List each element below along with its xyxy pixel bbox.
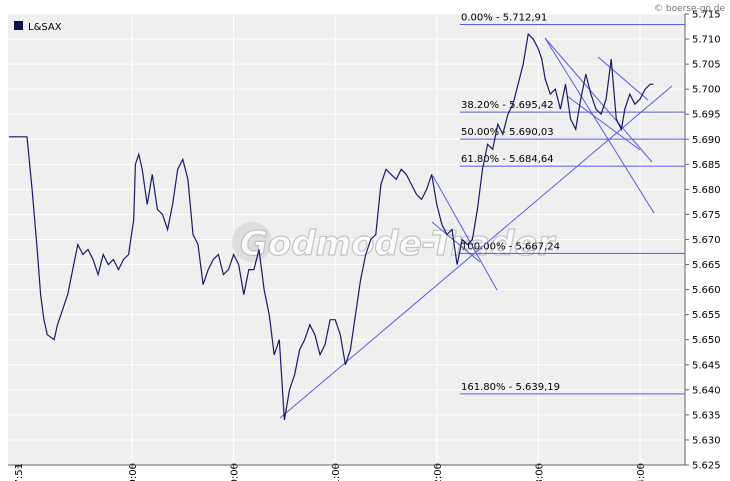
y-tick-label: 5.645	[692, 360, 721, 371]
y-tick-label: 5.660	[692, 285, 721, 296]
fibonacci-levels: 0.00% - 5.712,91 38.20% - 5.695,42 50.00% …	[460, 12, 685, 395]
x-tick-label: 09:00	[128, 463, 139, 481]
y-tick-label: 5.710	[692, 35, 721, 46]
x-tick-label: 12:00	[433, 463, 444, 481]
trend-line	[544, 37, 653, 163]
trend-line	[597, 56, 649, 101]
y-tick-label: 5.655	[692, 310, 721, 321]
trend-line	[432, 175, 498, 291]
fib-level-label: 38.20% - 5.695,42	[461, 100, 554, 111]
y-tick-label: 5.625	[692, 461, 721, 472]
x-tick-label: 11:00	[331, 463, 342, 481]
y-tick-label: 5.675	[692, 210, 721, 221]
watermark-logo-icon	[232, 222, 272, 262]
x-axis: 07:51 09:00 10:00 11:00 12:00 13:00 14:00	[8, 463, 685, 481]
y-tick-label: 5.635	[692, 410, 721, 421]
y-tick-label: 5.680	[692, 185, 721, 196]
source-label: © boerse-go.de	[654, 4, 725, 14]
y-tick-label: 5.665	[692, 260, 721, 271]
y-tick-label: 5.670	[692, 235, 721, 246]
fib-level-label: 0.00% - 5.712,91	[461, 12, 547, 23]
x-tick-label: 07:51	[14, 463, 25, 481]
y-tick-label: 5.715	[692, 10, 721, 21]
price-line	[9, 32, 654, 421]
trend-line	[431, 221, 481, 263]
fib-level-label: 100.00% - 5.667,24	[461, 241, 560, 252]
watermark-text: Godmode-Trader	[240, 224, 556, 264]
y-tick-label: 5.685	[692, 160, 721, 171]
y-tick-label: 5.695	[692, 110, 721, 121]
legend-swatch	[14, 21, 23, 30]
fib-level-label: 61.80% - 5.684,64	[461, 154, 554, 165]
fib-level-label: 161.80% - 5.639,19	[461, 382, 560, 393]
x-tick-label: 14:00	[636, 463, 647, 481]
x-tick-label: 10:00	[230, 463, 241, 481]
y-tick-label: 5.690	[692, 135, 721, 146]
y-tick-label: 5.630	[692, 435, 721, 446]
legend-label: L&SAX	[28, 22, 62, 33]
trend-line	[544, 37, 655, 214]
y-tick-label: 5.705	[692, 60, 721, 71]
x-tick-label: 13:00	[534, 463, 545, 481]
y-axis: 5.715 5.710 5.705 5.700 5.695 5.690 5.685 5.680…	[684, 10, 721, 472]
y-tick-label: 5.650	[692, 335, 721, 346]
watermark: Godmode-Trader	[232, 222, 557, 265]
y-tick-label: 5.700	[692, 85, 721, 96]
fib-level-label: 50.00% - 5.690,03	[461, 127, 554, 138]
y-tick-label: 5.640	[692, 385, 721, 396]
